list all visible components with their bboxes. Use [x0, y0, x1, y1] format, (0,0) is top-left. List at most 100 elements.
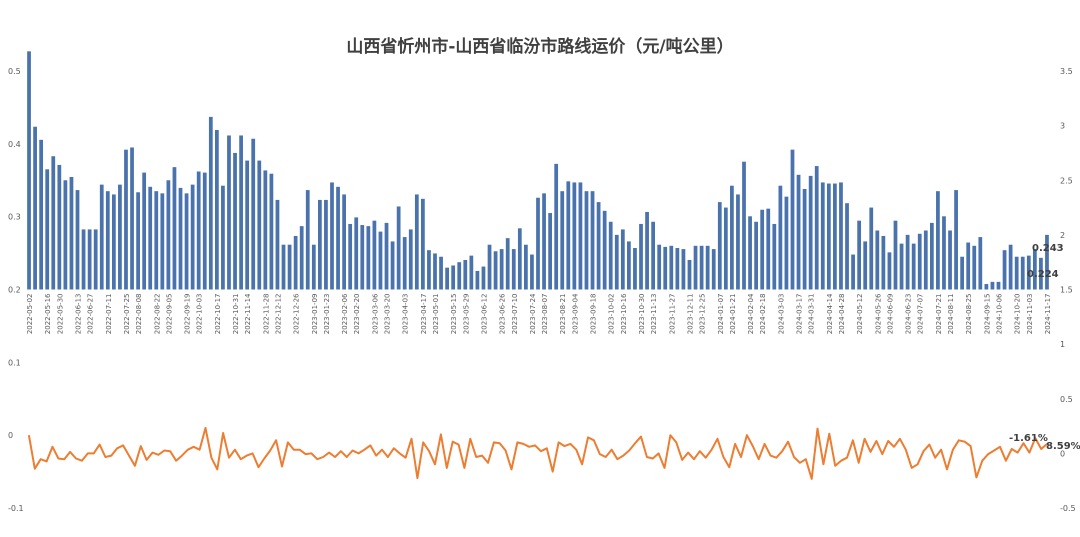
x-axis-tick-label: 2022-10-17	[214, 294, 222, 335]
bar	[723, 207, 728, 290]
right-axis-tick-label: 3.5	[1060, 67, 1073, 76]
bar	[293, 235, 298, 290]
bar	[942, 216, 946, 290]
bar	[63, 180, 68, 290]
bar	[566, 181, 571, 290]
bar	[208, 116, 213, 290]
bar	[1002, 250, 1007, 290]
x-axis-tick-label: 2024-09-15	[983, 293, 991, 334]
x-axis-tick-label: 2023-07-24	[529, 293, 537, 334]
x-axis-tick-label: 2022-07-11	[105, 294, 113, 335]
x-axis-tick-label: 2023-12-25	[699, 294, 707, 335]
bar	[299, 226, 304, 290]
x-axis-tick-label: 2024-10-06	[995, 293, 1003, 334]
x-axis-tick-label: 2024-07-21	[935, 294, 943, 335]
bar	[354, 217, 359, 290]
bar	[881, 235, 886, 290]
bar	[408, 229, 413, 290]
x-axis-tick-label: 2023-02-20	[353, 294, 361, 335]
x-axis-tick-label: 2022-09-05	[165, 294, 173, 335]
x-axis-tick-label: 2024-04-28	[838, 294, 846, 335]
x-axis-tick-label: 2023-09-18	[590, 294, 598, 335]
x-axis-tick-label: 2023-11-27	[668, 294, 676, 335]
bar	[790, 149, 795, 290]
bar	[796, 174, 801, 290]
bar	[457, 262, 462, 290]
bar	[899, 243, 904, 290]
right-axis-tick-label: 1.5	[1060, 286, 1073, 295]
x-axis-tick-label: 2023-10-16	[620, 293, 628, 334]
prev-value-label: 0.224	[1027, 269, 1059, 280]
bar	[966, 242, 971, 290]
bar	[657, 244, 662, 290]
x-axis-tick-label: 2024-06-23	[905, 294, 913, 335]
x-axis-tick-label: 2023-09-04	[571, 293, 579, 334]
bar	[190, 184, 195, 290]
x-axis-tick-label: 2022-08-22	[153, 294, 161, 335]
bar	[742, 161, 746, 290]
x-axis-tick-label: 2023-05-01	[432, 294, 440, 335]
x-axis-tick-label: 2022-07-25	[123, 294, 131, 335]
bar	[87, 229, 92, 290]
bar	[336, 186, 340, 290]
bar	[1039, 257, 1043, 290]
x-axis-tick-label: 2024-11-17	[1044, 294, 1052, 335]
x-axis-tick-label: 2023-04-03	[402, 294, 410, 335]
bar	[160, 193, 165, 290]
bar	[929, 222, 934, 290]
left-axis-tick-label: 0.5	[8, 67, 21, 76]
annotations: 0.243 0.224 -1.61%8.59%	[1009, 243, 1080, 452]
bar	[996, 281, 1001, 290]
bar	[33, 126, 37, 290]
bar	[736, 194, 740, 290]
x-axis-tick-label: 2023-10-02	[608, 294, 616, 335]
bar	[572, 182, 577, 290]
bar	[675, 247, 680, 290]
bar	[384, 222, 389, 290]
bar	[893, 220, 898, 290]
bar	[269, 173, 274, 290]
x-axis-tick-label: 2023-12-11	[686, 294, 694, 335]
line-series-path	[27, 426, 1048, 480]
bar	[833, 183, 837, 290]
bar	[414, 194, 419, 290]
bar	[136, 192, 140, 290]
bar	[960, 256, 965, 290]
left-axis-tick-label: 0	[8, 431, 13, 440]
bar	[57, 164, 62, 290]
right-axis-tick-label: 1	[1060, 340, 1065, 349]
bar	[348, 223, 353, 290]
x-axis-tick-label: 2022-05-02	[26, 294, 34, 335]
x-axis-tick-label: 2024-02-04	[747, 293, 755, 334]
x-axis-tick-label: 2024-05-12	[856, 294, 864, 335]
bar	[511, 249, 516, 290]
bar	[851, 254, 855, 290]
bar	[487, 244, 492, 290]
bar	[287, 244, 292, 290]
x-axis-tick-label: 2022-09-19	[184, 294, 192, 335]
bar	[923, 230, 928, 290]
x-axis-tick-label: 2023-01-09	[311, 294, 319, 335]
bar	[202, 172, 207, 290]
last-value-label: 0.243	[1032, 243, 1064, 254]
bar	[196, 171, 201, 290]
bar	[875, 230, 880, 290]
bar	[820, 182, 825, 290]
bar	[439, 256, 443, 290]
x-axis-tick-label: 2024-08-25	[965, 294, 973, 335]
x-axis-tick-label: 2024-02-18	[759, 294, 767, 335]
bar	[972, 245, 977, 290]
bar	[633, 247, 637, 290]
x-axis-tick-label: 2024-06-09	[886, 294, 894, 335]
bar	[214, 130, 219, 290]
bar	[342, 194, 346, 290]
bar	[239, 135, 243, 290]
x-axis-tick-label: 2022-12-26	[293, 293, 301, 334]
x-axis-tick-label: 2024-03-17	[796, 294, 804, 335]
bar	[378, 231, 383, 290]
bar	[808, 175, 813, 290]
x-axis-tick-label: 2022-06-13	[75, 294, 83, 335]
x-axis-tick-label: 2022-10-03	[196, 294, 204, 335]
x-axis-tick-label: 2022-11-14	[244, 293, 252, 334]
bar	[45, 169, 50, 290]
